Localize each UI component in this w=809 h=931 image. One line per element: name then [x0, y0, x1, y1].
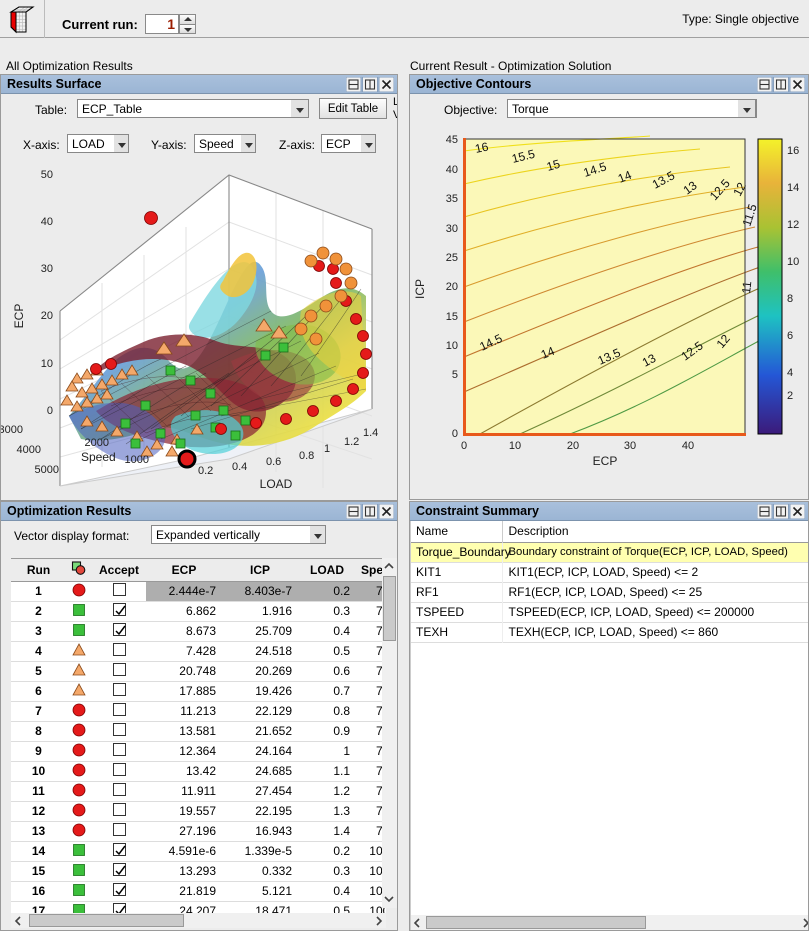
svg-text:5: 5: [452, 369, 458, 381]
svg-text:0.4: 0.4: [232, 461, 247, 473]
svg-text:2: 2: [787, 390, 793, 402]
svg-text:LOAD: LOAD: [260, 477, 293, 491]
svg-text:10: 10: [787, 256, 799, 268]
svg-text:10: 10: [446, 340, 458, 352]
svg-text:8: 8: [787, 293, 793, 305]
svg-text:2000: 2000: [85, 437, 109, 449]
svg-text:35: 35: [446, 193, 458, 205]
svg-text:ICP: ICP: [413, 279, 427, 299]
svg-text:40: 40: [446, 164, 458, 176]
svg-text:15: 15: [446, 311, 458, 323]
svg-text:30: 30: [41, 263, 53, 275]
svg-text:0.2: 0.2: [198, 465, 213, 477]
svg-text:40: 40: [682, 440, 694, 452]
svg-text:11: 11: [739, 280, 754, 294]
svg-text:Speed: Speed: [81, 450, 116, 464]
svg-text:1000: 1000: [125, 454, 149, 466]
svg-text:12: 12: [787, 219, 799, 231]
svg-text:50: 50: [41, 169, 53, 181]
svg-text:0.6: 0.6: [266, 456, 281, 468]
svg-text:6: 6: [787, 330, 793, 342]
svg-text:1.4: 1.4: [363, 427, 378, 439]
svg-text:0: 0: [452, 428, 458, 440]
svg-text:3000: 3000: [1, 424, 23, 436]
svg-text:14: 14: [787, 182, 799, 194]
svg-text:16: 16: [787, 145, 799, 157]
svg-text:4: 4: [787, 367, 793, 379]
svg-text:4000: 4000: [17, 444, 41, 456]
svg-text:45: 45: [446, 134, 458, 146]
svg-text:20: 20: [567, 440, 579, 452]
svg-text:30: 30: [624, 440, 636, 452]
svg-text:1.2: 1.2: [344, 436, 359, 448]
svg-text:0: 0: [47, 405, 53, 417]
svg-text:30: 30: [446, 223, 458, 235]
svg-text:10: 10: [41, 358, 53, 370]
svg-text:20: 20: [446, 281, 458, 293]
svg-text:5000: 5000: [35, 464, 59, 476]
svg-text:10: 10: [509, 440, 521, 452]
svg-text:40: 40: [41, 216, 53, 228]
svg-text:ECP: ECP: [593, 454, 618, 468]
svg-text:0.8: 0.8: [299, 450, 314, 462]
svg-text:20: 20: [41, 310, 53, 322]
svg-text:25: 25: [446, 252, 458, 264]
svg-text:ECP: ECP: [12, 304, 26, 329]
svg-text:0: 0: [461, 440, 467, 452]
svg-text:1: 1: [324, 443, 330, 455]
